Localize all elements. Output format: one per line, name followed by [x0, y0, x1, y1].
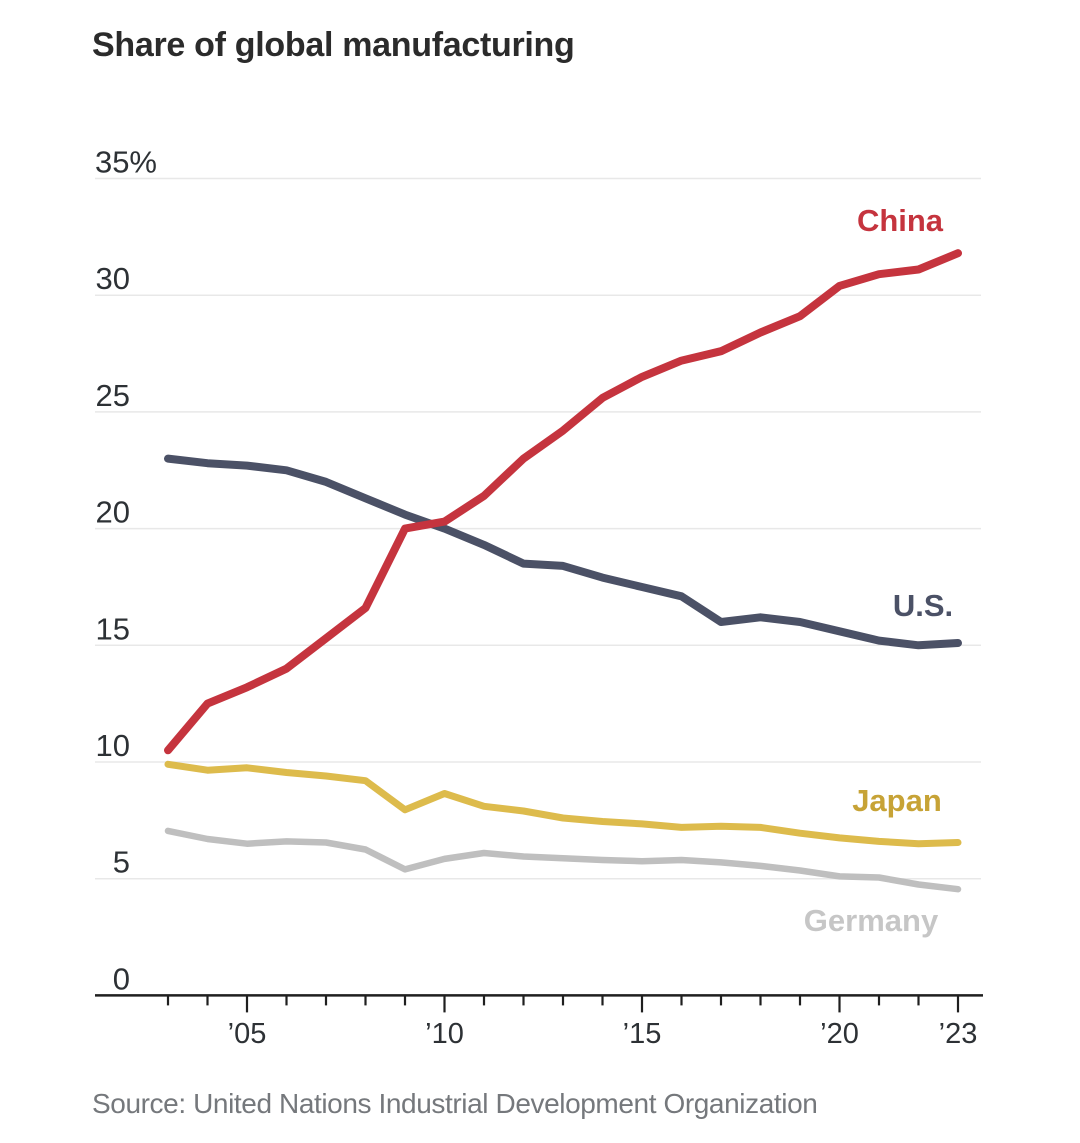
series-label-germany: Germany: [804, 903, 939, 938]
y-tick-label-10: 10: [96, 728, 130, 763]
series-line-china: [164, 249, 962, 755]
series-line-germany: [164, 827, 962, 893]
x-tick-label-2020: ’20: [820, 1018, 859, 1050]
series-label-china: China: [857, 203, 944, 238]
series-line-us: [164, 454, 962, 650]
y-tick-label-30: 30: [96, 261, 130, 296]
y-tick-label-35: 35%: [95, 145, 157, 180]
x-tick-label-2015: ’15: [623, 1018, 662, 1050]
y-tick-label-20: 20: [96, 495, 130, 530]
series-label-japan: Japan: [852, 783, 942, 818]
y-tick-label-5: 5: [113, 845, 130, 880]
x-tick-label-2005: ’05: [228, 1018, 267, 1050]
y-tick-label-15: 15: [96, 611, 130, 646]
chart-title: Share of global manufacturing: [92, 26, 575, 64]
series-label-us: U.S.: [893, 588, 953, 623]
y-tick-label-25: 25: [96, 378, 130, 413]
x-tick-label-2023: ’23: [939, 1018, 978, 1050]
y-tick-label-0: 0: [113, 961, 130, 996]
source-note: Source: United Nations Industrial Develo…: [92, 1088, 818, 1119]
series-line-japan: [164, 760, 962, 848]
x-tick-label-2010: ’10: [425, 1018, 464, 1050]
